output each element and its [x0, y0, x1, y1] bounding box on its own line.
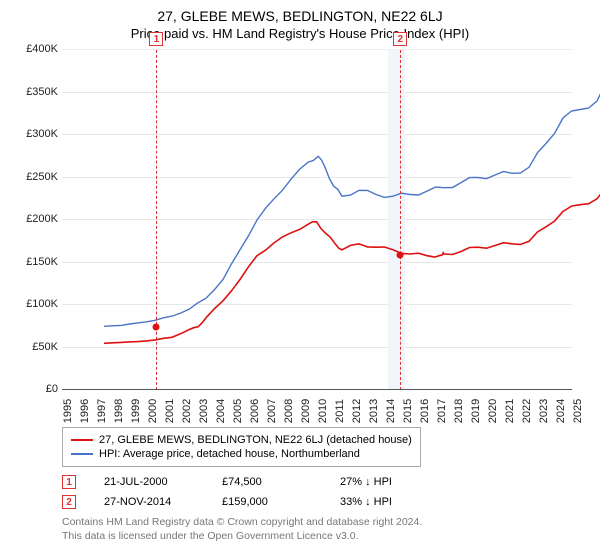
- x-tick-label: 2006: [249, 399, 261, 423]
- chart-title: 27, GLEBE MEWS, BEDLINGTON, NE22 6LJ: [20, 8, 580, 24]
- transaction-date: 21-JUL-2000: [104, 476, 194, 488]
- chart-subtitle: Price paid vs. HM Land Registry's House …: [20, 26, 580, 41]
- x-tick-label: 2021: [504, 399, 516, 423]
- x-tick-label: 2000: [147, 399, 159, 423]
- transaction-marker: 2: [62, 495, 76, 509]
- y-tick-label: £300K: [26, 128, 58, 140]
- event-marker-box: 2: [393, 32, 407, 46]
- transaction-price: £74,500: [222, 476, 312, 488]
- x-axis: 1995199619971998199920002001200220032004…: [62, 389, 572, 419]
- transaction-diff: 27% ↓ HPI: [340, 476, 430, 488]
- chart-area: £0£50K£100K£150K£200K£250K£300K£350K£400…: [20, 49, 580, 419]
- y-tick-label: £250K: [26, 171, 58, 183]
- x-tick-label: 2004: [215, 399, 227, 423]
- x-tick-label: 2025: [572, 399, 584, 423]
- series-property: [104, 190, 600, 343]
- x-tick-label: 1999: [130, 399, 142, 423]
- footer-line-2: This data is licensed under the Open Gov…: [62, 529, 580, 543]
- x-tick-label: 2015: [402, 399, 414, 423]
- event-point: [397, 251, 404, 258]
- transaction-date: 27-NOV-2014: [104, 496, 194, 508]
- x-tick-label: 2019: [470, 399, 482, 423]
- x-tick-label: 2012: [351, 399, 363, 423]
- y-tick-label: £350K: [26, 86, 58, 98]
- x-tick-label: 2005: [232, 399, 244, 423]
- legend-swatch-hpi: [71, 453, 93, 455]
- plot-region: 12: [62, 49, 572, 389]
- x-tick-label: 2014: [385, 399, 397, 423]
- y-tick-label: £400K: [26, 43, 58, 55]
- x-tick-label: 1996: [79, 399, 91, 423]
- legend-item-property: 27, GLEBE MEWS, BEDLINGTON, NE22 6LJ (de…: [71, 434, 412, 446]
- footer-attribution: Contains HM Land Registry data © Crown c…: [62, 515, 580, 543]
- legend-item-hpi: HPI: Average price, detached house, Nort…: [71, 448, 412, 460]
- y-tick-label: £200K: [26, 213, 58, 225]
- x-tick-label: 2020: [487, 399, 499, 423]
- transaction-row: 2 27-NOV-2014 £159,000 33% ↓ HPI: [62, 495, 580, 509]
- x-tick-label: 2024: [555, 399, 567, 423]
- x-tick-label: 2016: [419, 399, 431, 423]
- x-tick-label: 2001: [164, 399, 176, 423]
- legend-label-hpi: HPI: Average price, detached house, Nort…: [99, 448, 360, 460]
- x-tick-label: 2008: [283, 399, 295, 423]
- footer-line-1: Contains HM Land Registry data © Crown c…: [62, 515, 580, 529]
- legend-label-property: 27, GLEBE MEWS, BEDLINGTON, NE22 6LJ (de…: [99, 434, 412, 446]
- x-tick-label: 2010: [317, 399, 329, 423]
- series-hpi: [104, 86, 600, 327]
- legend-swatch-property: [71, 439, 93, 441]
- legend: 27, GLEBE MEWS, BEDLINGTON, NE22 6LJ (de…: [62, 427, 421, 467]
- x-tick-label: 2018: [453, 399, 465, 423]
- event-vline: [156, 50, 157, 390]
- transaction-price: £159,000: [222, 496, 312, 508]
- transaction-diff: 33% ↓ HPI: [340, 496, 430, 508]
- x-tick-label: 2011: [334, 399, 346, 423]
- x-tick-label: 1998: [113, 399, 125, 423]
- event-point: [153, 323, 160, 330]
- event-marker-box: 1: [149, 32, 163, 46]
- transaction-marker: 1: [62, 475, 76, 489]
- x-tick-label: 2022: [521, 399, 533, 423]
- chart-container: 27, GLEBE MEWS, BEDLINGTON, NE22 6LJ Pri…: [0, 0, 600, 553]
- y-tick-label: £50K: [32, 341, 58, 353]
- x-tick-label: 1995: [62, 399, 74, 423]
- x-tick-label: 2013: [368, 399, 380, 423]
- x-tick-label: 2002: [181, 399, 193, 423]
- y-tick-label: £100K: [26, 298, 58, 310]
- y-axis: £0£50K£100K£150K£200K£250K£300K£350K£400…: [20, 49, 60, 389]
- line-series: [104, 50, 600, 390]
- transaction-row: 1 21-JUL-2000 £74,500 27% ↓ HPI: [62, 475, 580, 489]
- y-tick-label: £150K: [26, 256, 58, 268]
- x-tick-label: 2007: [266, 399, 278, 423]
- x-tick-label: 2017: [436, 399, 448, 423]
- x-tick-label: 2003: [198, 399, 210, 423]
- x-tick-label: 2009: [300, 399, 312, 423]
- y-tick-label: £0: [46, 383, 58, 395]
- x-tick-label: 1997: [96, 399, 108, 423]
- event-vline: [400, 50, 401, 390]
- x-tick-label: 2023: [538, 399, 550, 423]
- transaction-table: 1 21-JUL-2000 £74,500 27% ↓ HPI 2 27-NOV-2014…: [62, 475, 580, 509]
